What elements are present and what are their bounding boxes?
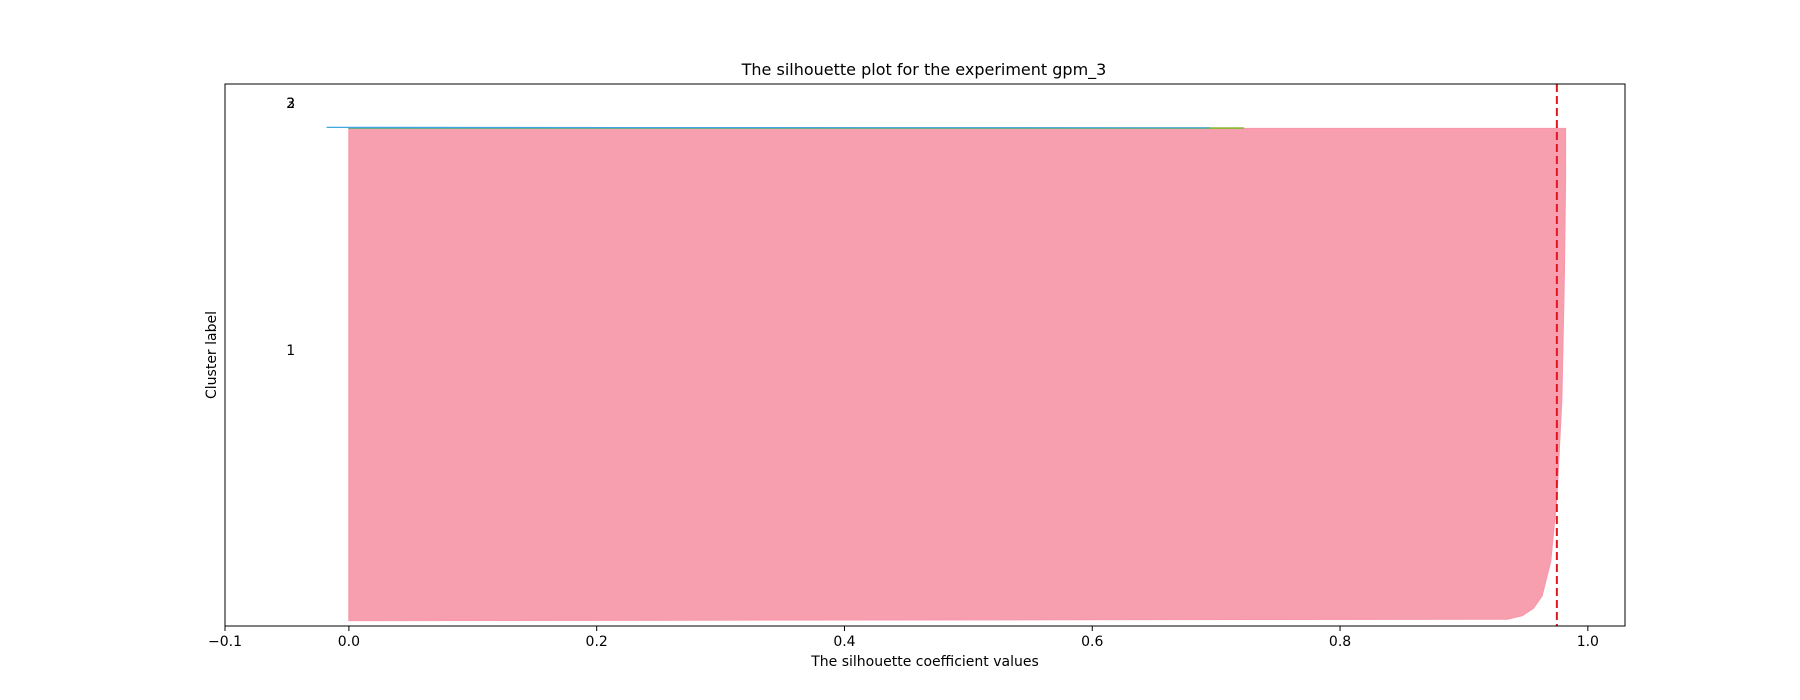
x-tick-label: 0.0 [338, 634, 360, 650]
x-tick-label: 0.6 [1081, 634, 1103, 650]
cluster-areas [326, 126, 1567, 622]
cluster-labels: 1 23 [286, 96, 295, 359]
x-tick-label: 0.2 [586, 634, 608, 650]
x-tick-label: 0.4 [833, 634, 855, 650]
cluster-label-3: 3 [286, 96, 295, 112]
x-axis-label: The silhouette coefficient values [810, 654, 1039, 670]
cluster-label-1: 1 [286, 343, 295, 359]
x-axis: −0.1 0.0 0.2 0.4 0.6 0.8 1.0 [208, 626, 1599, 650]
cluster-label-2: 2 [286, 96, 295, 112]
x-tick-label: 1.0 [1577, 634, 1599, 650]
plot-frame [224, 83, 1626, 627]
x-tick-label: −0.1 [208, 634, 242, 650]
cluster-1-silhouette [348, 127, 1567, 622]
cluster-3-silhouette [326, 126, 1210, 129]
y-axis-label: Cluster label [204, 311, 220, 399]
chart-title: The silhouette plot for the experiment g… [741, 60, 1107, 80]
x-tick-label: 0.8 [1329, 634, 1351, 650]
